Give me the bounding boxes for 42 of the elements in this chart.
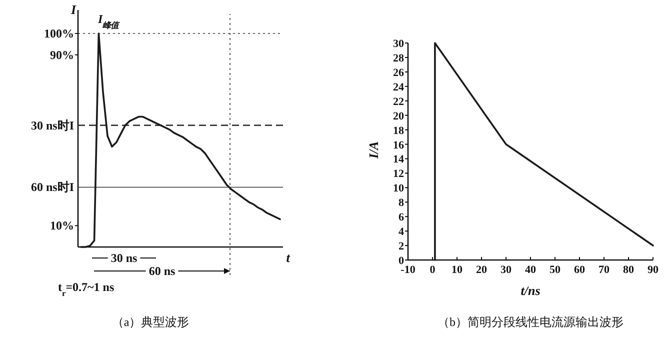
- y-tick-label: 20: [393, 110, 404, 122]
- y-tick-label: 100%: [44, 26, 74, 40]
- y-tick-label: 28: [393, 52, 404, 64]
- y-tick-label: 90%: [50, 48, 74, 62]
- y-tick-label: 18: [393, 124, 404, 137]
- text: 60 ns: [148, 264, 176, 278]
- x-tick-label: 20: [476, 264, 488, 276]
- y-axis-title: I/A: [366, 141, 381, 160]
- y-tick-label: 8: [398, 197, 404, 210]
- y-tick-label: 30: [393, 38, 404, 50]
- text: 30 ns: [110, 251, 138, 265]
- x-axis-title: t/ns: [520, 283, 540, 298]
- y-tick-label: 10%: [50, 218, 74, 233]
- ref-line-label: 60 ns时I: [30, 180, 74, 194]
- y-tick-label: 2: [398, 240, 404, 253]
- x-tick-label: 60: [574, 264, 586, 276]
- y-tick-label: 4: [398, 226, 404, 238]
- text: t$_{r}$=0.7~1 ns: [58, 280, 114, 298]
- y-tick-label: 22: [393, 96, 404, 108]
- y-tick-label: 12: [393, 168, 404, 180]
- x-tick-label: 40: [525, 264, 536, 276]
- x-tick-label: 50: [550, 264, 561, 276]
- x-tick-label: 0: [430, 264, 436, 276]
- y-tick-label: 6: [398, 212, 404, 224]
- y-tick-label: 26: [393, 66, 404, 79]
- x-tick-label: 90: [648, 264, 659, 276]
- text: （a）典型波形: [112, 315, 190, 329]
- ref-line-label: 30 ns时I: [30, 118, 74, 132]
- y-tick-label: 14: [393, 154, 404, 166]
- y-tick-label: 0: [398, 255, 404, 267]
- x-tick-label: 10: [452, 264, 463, 276]
- annotation: I$_{峰值}$: [97, 12, 121, 30]
- y-tick-label: 24: [393, 81, 404, 94]
- y-tick-label: 16: [393, 139, 404, 152]
- x-tick-label: -10: [400, 264, 416, 276]
- x-axis-title: t: [286, 250, 290, 265]
- x-tick-label: 70: [598, 264, 610, 276]
- x-tick-label: 30: [500, 264, 512, 276]
- x-tick-label: 80: [623, 264, 634, 276]
- y-axis-title: I: [70, 2, 77, 17]
- text: （b）简明分段线性电流源输出波形: [438, 315, 624, 329]
- y-tick-label: 10: [393, 182, 404, 195]
